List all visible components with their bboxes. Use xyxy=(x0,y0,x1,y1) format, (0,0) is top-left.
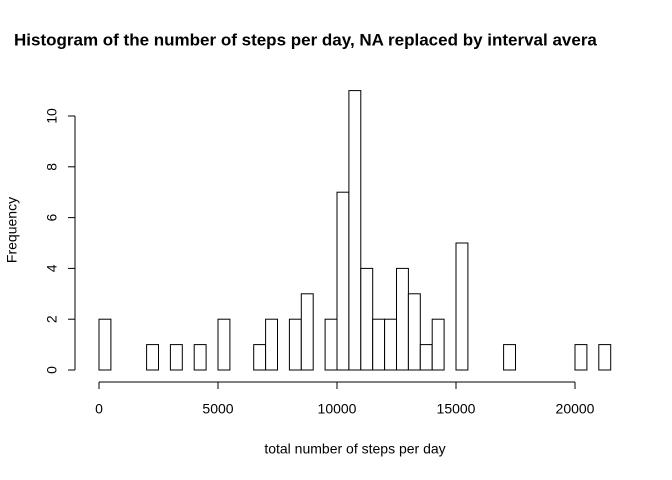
bar xyxy=(146,344,160,371)
bar xyxy=(288,318,302,371)
y-axis-label: Frequency xyxy=(4,197,20,263)
x-tick-label: 20000 xyxy=(556,401,595,417)
bar xyxy=(253,344,267,371)
bar xyxy=(574,344,588,371)
bar xyxy=(372,318,386,371)
bar xyxy=(217,318,231,371)
bar xyxy=(396,267,409,371)
bar xyxy=(336,191,350,371)
bar xyxy=(455,242,469,371)
x-tick-label: 10000 xyxy=(318,401,357,417)
bar xyxy=(407,293,421,371)
chart-title: Histogram of the number of steps per day… xyxy=(14,30,597,49)
bar xyxy=(324,318,338,371)
bar xyxy=(419,344,433,371)
y-tick-label: 2 xyxy=(44,315,60,323)
bar xyxy=(431,318,445,371)
bar xyxy=(265,318,279,371)
bar xyxy=(360,267,374,371)
x-tick-label: 0 xyxy=(95,401,103,417)
bar xyxy=(598,344,612,371)
y-tick-label: 6 xyxy=(44,213,60,221)
bar xyxy=(98,318,112,371)
bar xyxy=(348,90,362,371)
y-tick-label: 0 xyxy=(44,366,60,374)
bar xyxy=(503,344,517,371)
bar xyxy=(193,344,207,371)
x-tick-label: 5000 xyxy=(202,401,233,417)
x-axis-label: total number of steps per day xyxy=(264,441,445,457)
bar xyxy=(169,344,183,371)
y-tick-label: 10 xyxy=(44,108,60,124)
y-tick-label: 4 xyxy=(44,264,60,272)
bar xyxy=(300,293,314,371)
bar xyxy=(384,318,398,371)
x-tick-label: 15000 xyxy=(437,401,476,417)
y-tick-label: 8 xyxy=(44,163,60,171)
